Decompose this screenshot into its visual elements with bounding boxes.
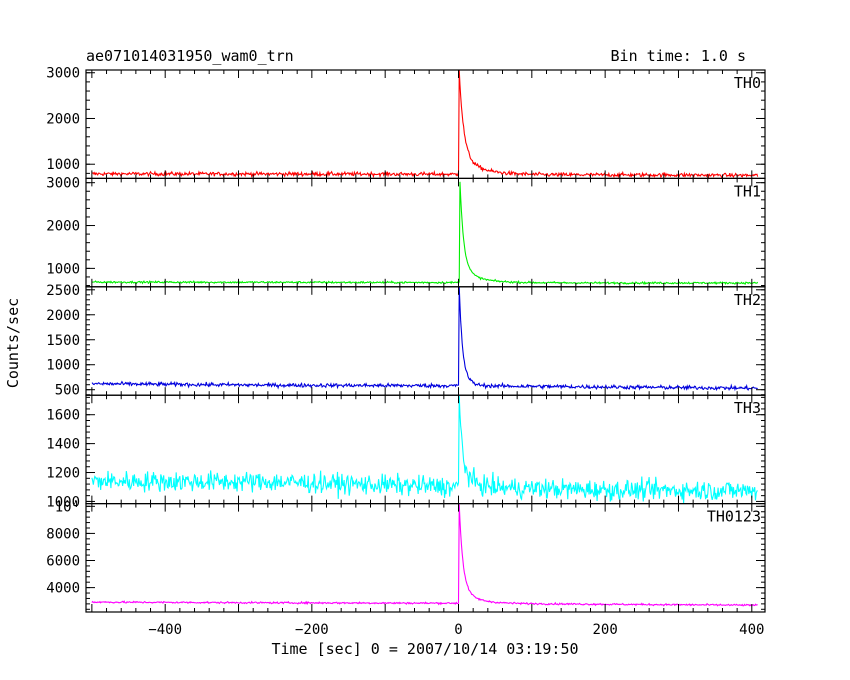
panel-label-th1: TH1 [734,182,761,200]
panel-label-th0123: TH0123 [707,508,761,526]
x-tick-label: 0 [454,622,462,638]
series-line-th3 [91,395,758,504]
panel-frame [85,177,766,288]
observation-title: ae071014031950_wam0_trn [86,47,294,65]
y-tick-label: 1000 [46,358,80,374]
panel-label-th0: TH0 [734,74,761,92]
y-tick-label: 2000 [46,111,80,127]
y-tick-label: 2500 [46,283,80,299]
y-tick-label: 2000 [46,308,80,324]
x-tick-label: 400 [739,622,764,638]
series-line-th0123 [91,504,758,607]
y-tick-label: 1400 [46,437,80,453]
y-tick-label: 6000 [46,554,80,570]
y-axis-label: Counts/sec [4,298,22,388]
series-line-th1 [91,181,759,286]
panel-frame [85,503,766,613]
x-tick-label: −400 [148,622,182,638]
y-tick-label: 1000 [46,261,80,277]
y-tick-label: 1000 [46,157,80,173]
y-tick-label: 1500 [46,333,80,349]
series-line-th0 [91,70,759,179]
x-tick-label: −200 [295,622,329,638]
panel-th0123: TH0123 4000 6000 8000 10⁴ [46,499,766,613]
y-tick-label: 3000 [46,66,80,82]
series-line-th2 [91,286,758,392]
y-tick-label: 3000 [46,176,80,192]
x-axis-label: Time [sec] 0 = 2007/10/14 03:19:50 [271,640,578,658]
panel-th0: TH0 1000 2000 3000 [46,66,766,180]
panel-th1: TH1 1000 2000 3000 [46,176,766,288]
y-tick-label: 2000 [46,219,80,235]
y-tick-label: 10⁴ [55,499,80,515]
panel-frame [85,69,766,180]
panel-frame [85,286,766,396]
panels-group: TH0 1000 2000 3000 TH1 1000 2000 3000 TH2 500 1000… [46,66,766,613]
panel-th2: TH2 500 1000 1500 2000 2500 [46,283,766,399]
y-tick-label: 4000 [46,581,80,597]
panel-label-th3: TH3 [734,399,761,417]
y-tick-label: 1600 [46,408,80,424]
panel-th3: TH3 1000 1200 1400 1600 [46,394,766,510]
x-axis: −400 −200 0 200 400 [148,622,764,638]
y-tick-label: 8000 [46,526,80,542]
y-tick-label: 1000 [46,494,80,510]
y-tick-label: 1200 [46,466,80,482]
bin-time-label: Bin time: 1.0 s [611,47,746,65]
x-tick-label: 200 [593,622,618,638]
panel-label-th2: TH2 [734,291,761,309]
y-tick-label: 500 [55,383,80,399]
